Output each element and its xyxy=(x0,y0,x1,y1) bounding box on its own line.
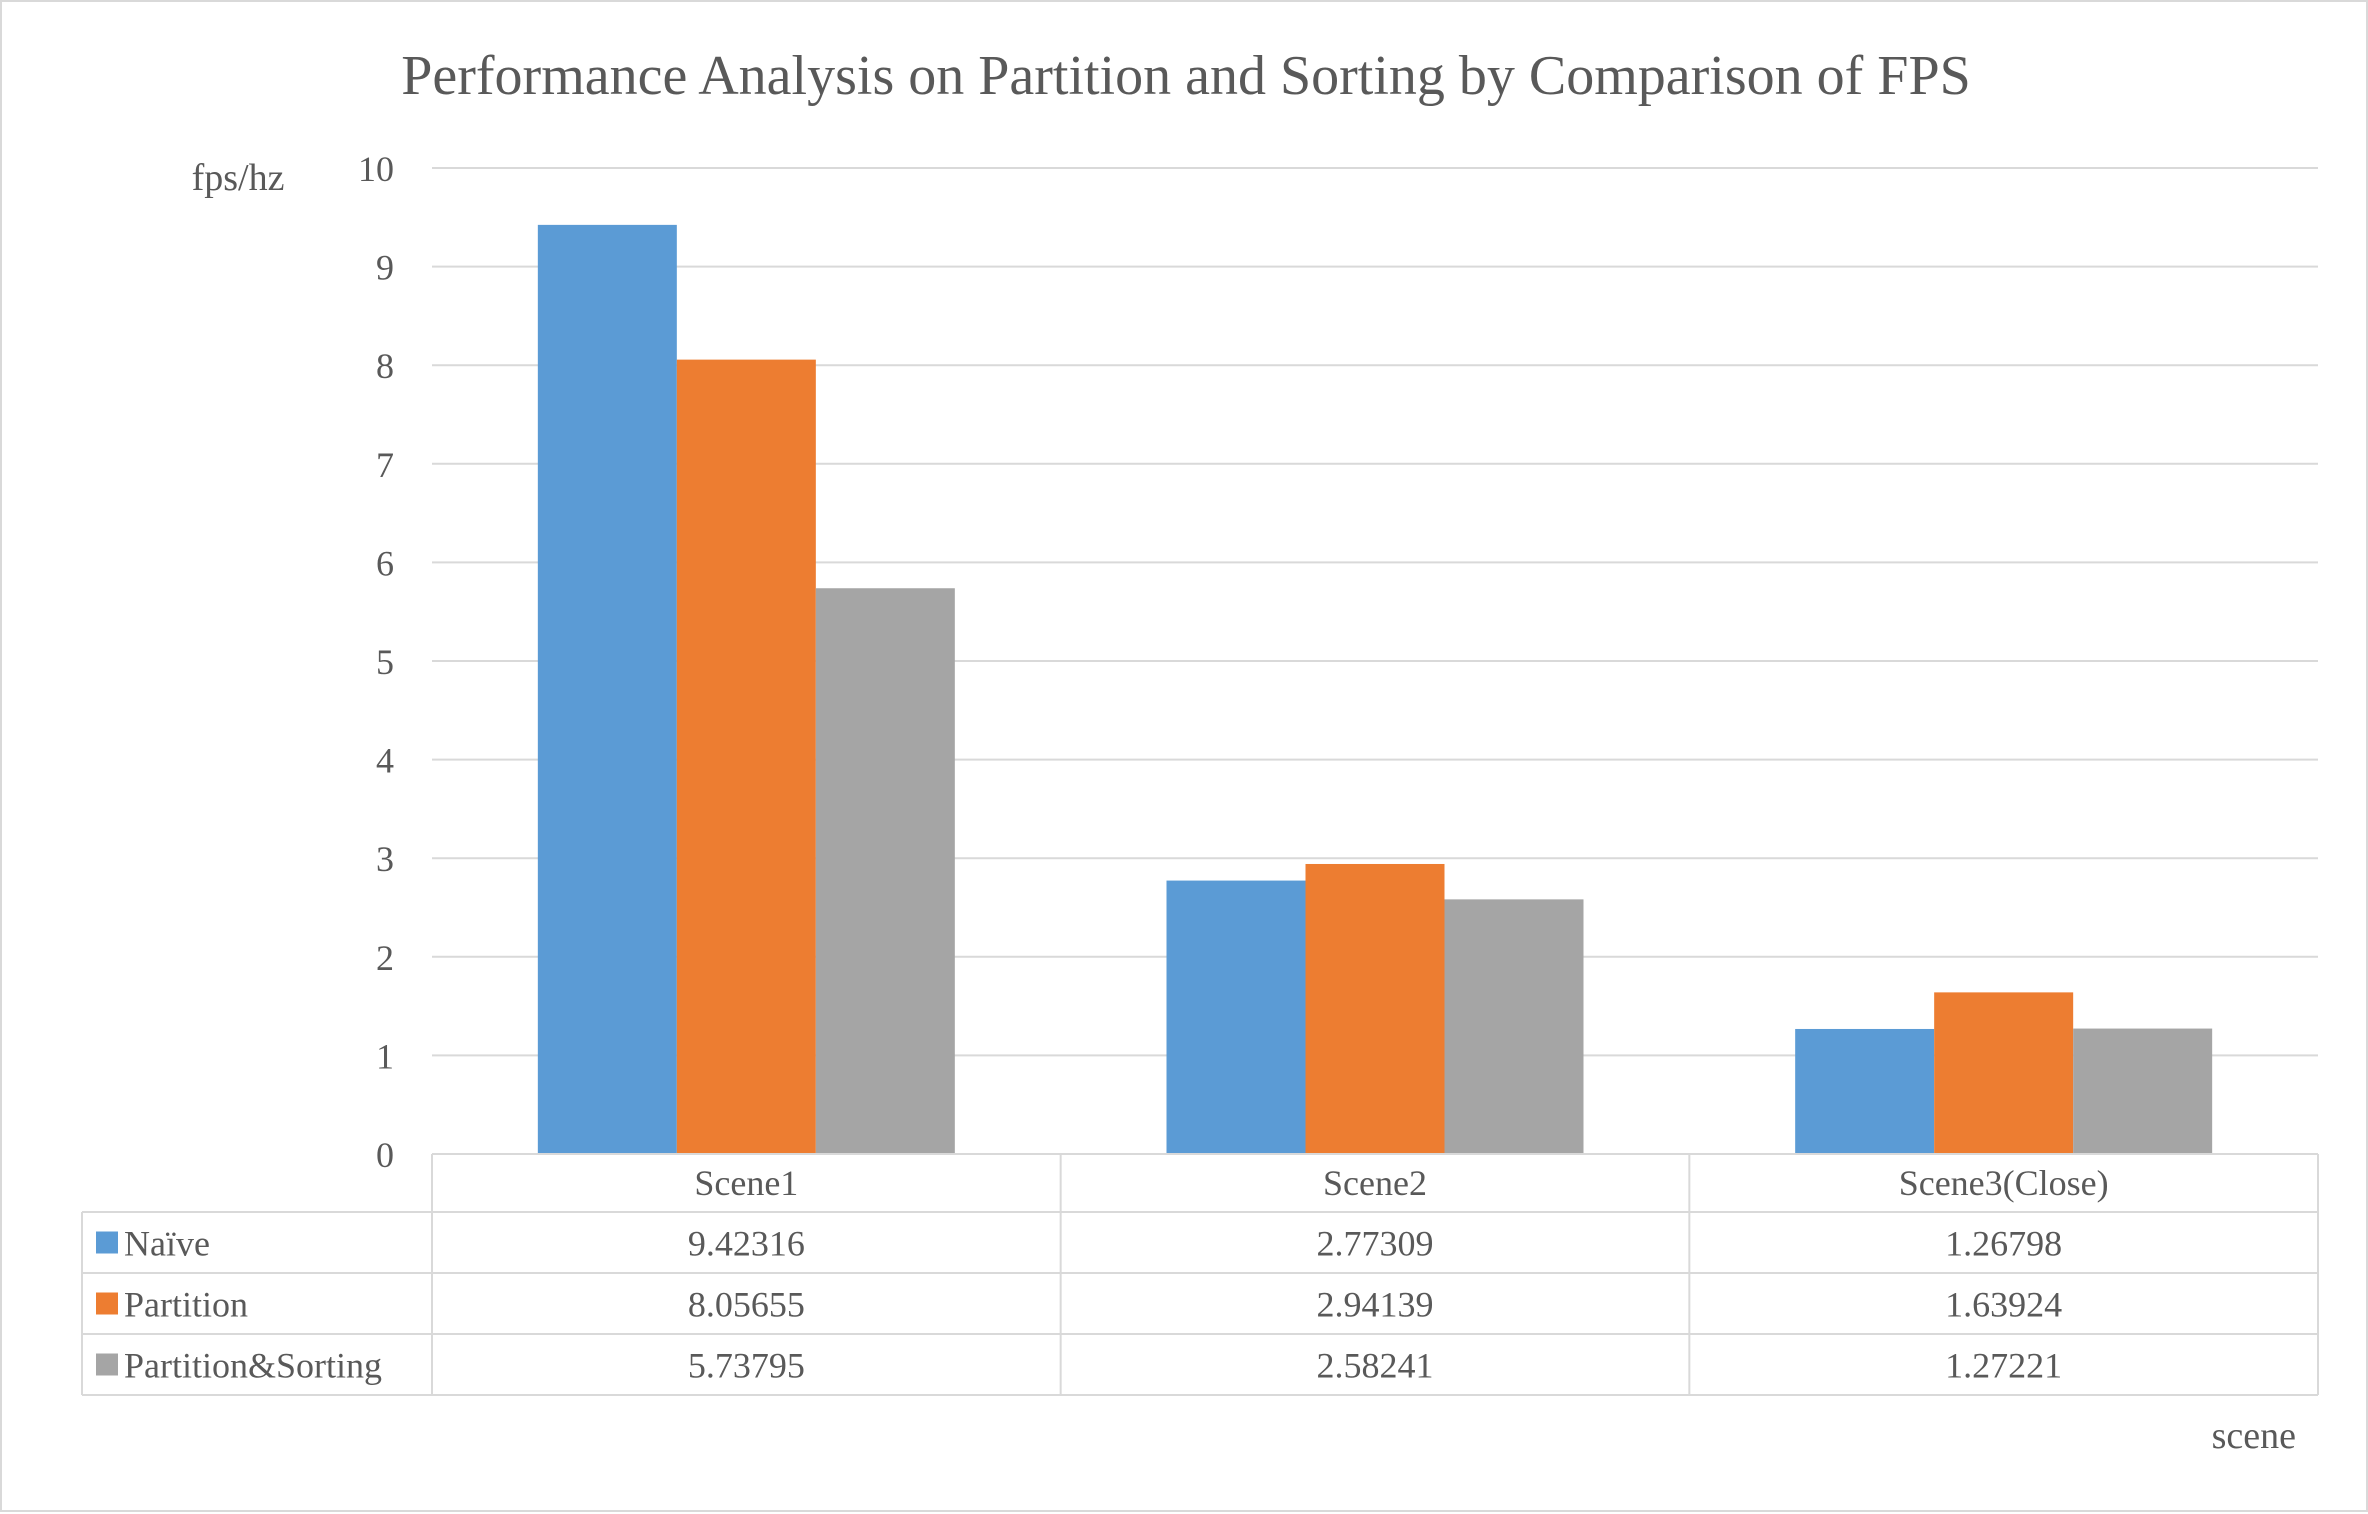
category-label: Scene1 xyxy=(694,1163,798,1203)
y-tick-label: 8 xyxy=(376,346,394,386)
legend-swatch xyxy=(96,1292,118,1315)
data-table-value: 8.05655 xyxy=(688,1285,805,1325)
legend-entry: Naïve xyxy=(124,1224,210,1264)
bar-na-ve-0 xyxy=(537,224,677,1155)
x-axis-label: scene xyxy=(2212,1415,2296,1457)
y-tick-label: 10 xyxy=(358,149,394,189)
y-tick-label: 0 xyxy=(376,1135,394,1175)
y-tick-label: 7 xyxy=(376,445,394,485)
legend-swatch xyxy=(96,1231,118,1254)
y-tick-label: 1 xyxy=(376,1036,394,1076)
y-tick-label: 4 xyxy=(376,741,394,781)
y-axis-label: fps/hz xyxy=(192,157,285,199)
y-axis-ticks: 0 1 2 3 4 5 6 7 8 9 10 xyxy=(358,149,394,1175)
data-table: Scene1 Scene2 Scene3(Close) Naïve 9.42316 2.7… xyxy=(81,1153,2319,1396)
chart-title: Performance Analysis on Partition and So… xyxy=(401,45,1970,107)
category-label: Scene3(Close) xyxy=(1899,1163,2109,1203)
y-tick-label: 2 xyxy=(376,938,394,978)
bars xyxy=(537,224,2213,1155)
data-table-value: 2.58241 xyxy=(1317,1346,1434,1386)
bar-partition-1 xyxy=(1305,863,1445,1154)
legend-entry: Partition&Sorting xyxy=(124,1346,382,1386)
bar-partition-2 xyxy=(1934,992,2074,1154)
bar-na-ve-2 xyxy=(1795,1028,1935,1154)
data-table-value: 1.63924 xyxy=(1945,1285,2062,1325)
data-table-value: 2.94139 xyxy=(1317,1285,1434,1325)
bar-partition-sorting-0 xyxy=(815,588,955,1154)
legend-entry: Partition xyxy=(124,1285,248,1325)
y-tick-label: 3 xyxy=(376,839,394,879)
y-tick-label: 9 xyxy=(376,248,394,288)
bar-partition-sorting-1 xyxy=(1444,899,1584,1154)
data-table-value: 9.42316 xyxy=(688,1224,805,1264)
y-tick-label: 6 xyxy=(376,543,394,583)
data-table-value: 1.27221 xyxy=(1945,1346,2062,1386)
legend-swatch xyxy=(96,1353,118,1376)
data-table-value: 2.77309 xyxy=(1317,1224,1434,1264)
data-table-value: 5.73795 xyxy=(688,1346,805,1386)
y-tick-label: 5 xyxy=(376,642,394,682)
bar-partition-0 xyxy=(676,359,816,1155)
bar-na-ve-1 xyxy=(1166,880,1306,1154)
bar-partition-sorting-2 xyxy=(2073,1028,2213,1154)
category-label: Scene2 xyxy=(1323,1163,1427,1203)
data-table-value: 1.26798 xyxy=(1945,1224,2062,1264)
